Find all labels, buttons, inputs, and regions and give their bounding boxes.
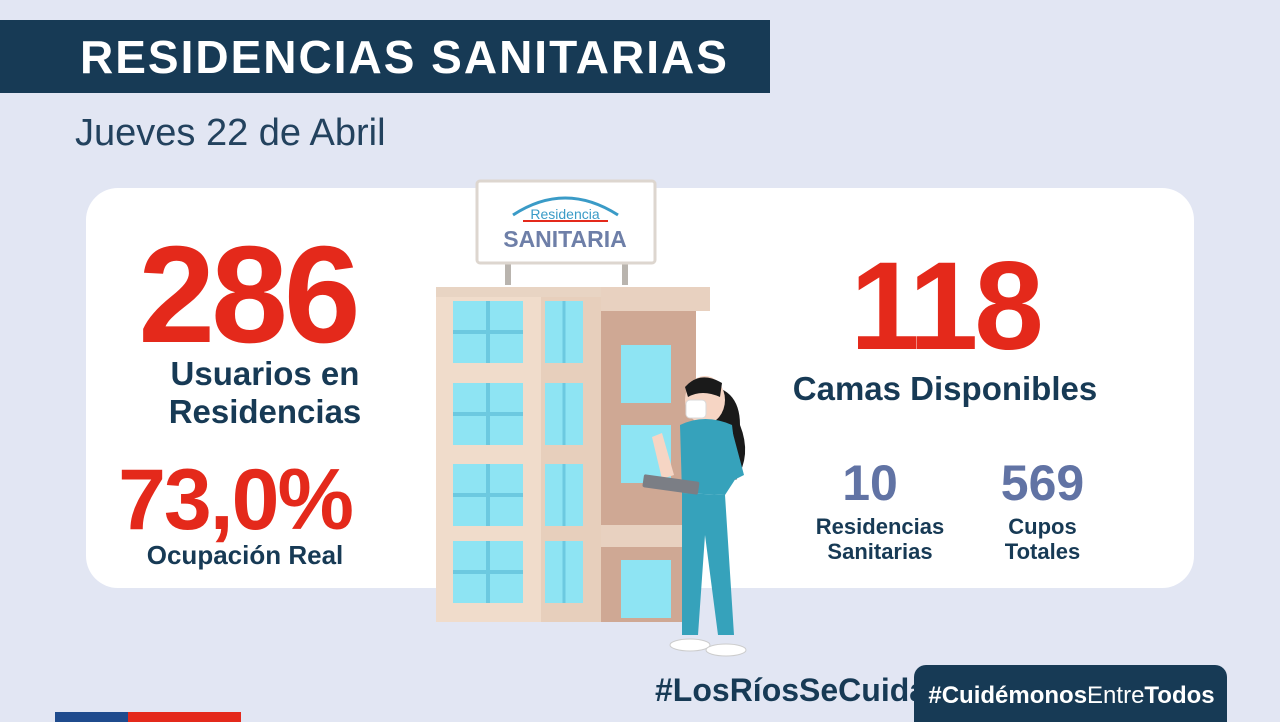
occupancy-percent: 73,0% [118,452,354,548]
flag-stripe-red [128,712,241,722]
hashtag-part-c: Todos [1144,682,1215,709]
hashtag-cuidemonos: #CuidémonosEntreTodos [924,682,1219,710]
beds-count: 118 [850,237,1044,376]
hashtag-box [914,665,1227,722]
flag-stripe-blue [55,712,128,722]
hashtag-part-a: #Cuidémonos [928,682,1088,709]
occupancy-label: Ocupación Real [146,540,344,570]
residencia-sign: Residencia SANITARIA [475,179,657,285]
nurse-illustration [642,376,747,657]
users-label: Usuarios en Residencias [168,355,362,430]
date-label: Jueves 22 de Abril [75,112,386,154]
users-count: 286 [138,218,360,372]
residences-count: 10 [842,455,898,511]
cupos-count: 569 [1000,455,1085,511]
hashtag-los-rios: #LosRíosSeCuida [655,672,928,708]
cupos-label: Cupos Totales [1004,514,1081,565]
sign-line2: SANITARIA [503,226,627,252]
beds-label: Camas Disponibles [792,370,1098,407]
residences-label: Residencias Sanitarias [815,514,945,565]
building [436,287,710,622]
building-illustration: Residencia SANITARIA [436,179,747,657]
sign-line1: Residencia [530,206,599,222]
page-title: RESIDENCIAS SANITARIAS [80,31,729,83]
hashtag-part-b: Entre [1087,682,1145,709]
title-bar [0,20,770,93]
